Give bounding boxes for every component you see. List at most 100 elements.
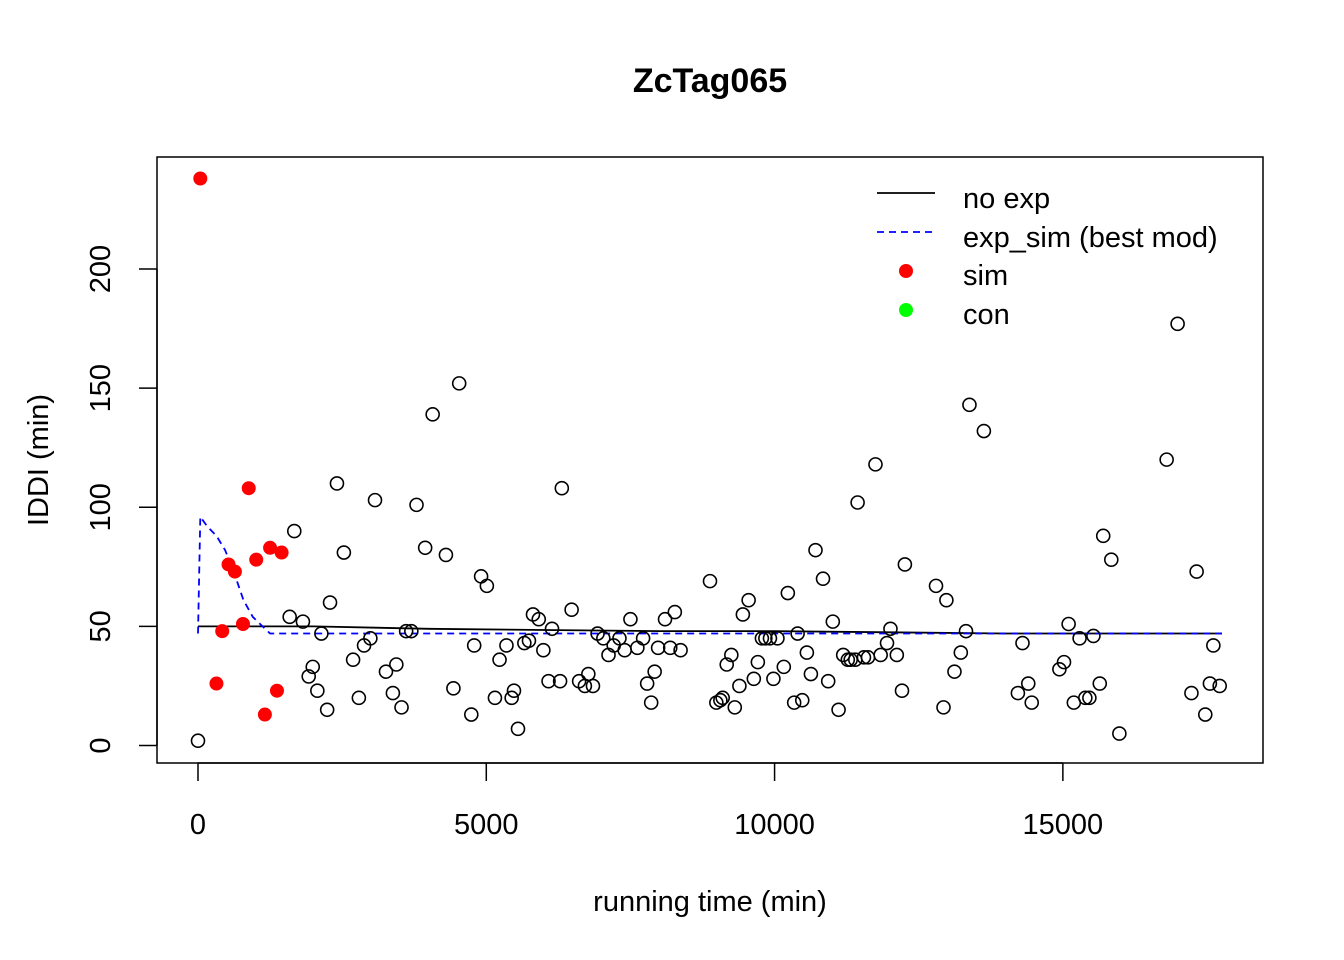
x-tick-label: 10000: [734, 809, 815, 841]
data-point: [762, 630, 778, 646]
data-point: [536, 642, 551, 658]
data-point: [780, 585, 796, 601]
data-point: [928, 578, 944, 594]
data-point: [786, 695, 802, 710]
legend-label-sim: sim: [963, 260, 1008, 292]
data-point: [1184, 685, 1199, 701]
y-tick-label: 50: [85, 610, 117, 642]
x-tick-label: 15000: [1023, 809, 1104, 841]
data-point: [662, 640, 678, 656]
data-point: [363, 630, 378, 646]
data-point: [1052, 661, 1067, 677]
sim-point: [227, 564, 242, 579]
data-point: [1020, 676, 1036, 691]
data-point: [554, 480, 570, 496]
data-point: [541, 673, 556, 689]
data-point: [367, 492, 383, 508]
data-point: [1095, 528, 1111, 544]
data-point: [1061, 616, 1076, 632]
data-point: [808, 542, 823, 558]
data-point: [673, 642, 688, 658]
data-point: [345, 652, 361, 668]
data-point: [897, 557, 913, 572]
data-point: [492, 652, 507, 668]
data-point: [282, 609, 297, 625]
data-point: [1010, 685, 1026, 701]
data-point: [868, 457, 883, 472]
data-point: [766, 671, 781, 687]
x-axis-label: running time (min): [593, 886, 827, 918]
data-point: [596, 630, 611, 646]
data-point: [850, 495, 865, 510]
data-point: [754, 630, 770, 646]
data-point: [770, 630, 785, 646]
data-point: [879, 635, 895, 651]
data-point: [953, 645, 969, 660]
legend: no exp exp_sim (best mod) sim con: [877, 183, 1218, 331]
series-lines: [197, 514, 1222, 635]
y-axis-label: IDDI (min): [23, 394, 55, 526]
data-point: [650, 640, 666, 656]
data-point: [623, 611, 638, 627]
data-point: [889, 647, 905, 663]
data-point: [499, 638, 514, 653]
data-point: [1197, 707, 1213, 722]
data-point: [1024, 695, 1040, 710]
sim-point: [257, 707, 272, 722]
data-point: [409, 497, 424, 513]
data-point: [329, 476, 345, 491]
data-point: [581, 666, 596, 682]
data-point: [894, 683, 910, 699]
data-point: [825, 614, 841, 629]
data-point: [1078, 690, 1093, 706]
data-point: [305, 659, 321, 675]
data-point: [647, 664, 662, 679]
legend-label-con: con: [963, 299, 1010, 331]
data-point: [404, 623, 419, 639]
data-point: [466, 638, 482, 653]
data-point: [378, 664, 394, 679]
data-point: [976, 423, 992, 439]
data-point: [702, 573, 718, 589]
line-exp-sim-best-mod: [197, 514, 1222, 635]
data-point: [504, 690, 519, 706]
data-point: [1056, 654, 1072, 670]
data-point: [617, 642, 632, 658]
data-point: [1015, 635, 1030, 651]
data-point: [1202, 676, 1218, 691]
data-point: [713, 692, 728, 708]
data-point: [815, 571, 831, 587]
data-point: [479, 578, 495, 594]
data-point: [286, 523, 302, 539]
data-point: [531, 611, 547, 627]
y-tick-label: 100: [85, 483, 117, 531]
legend-key-con: [899, 303, 913, 317]
data-point: [544, 621, 560, 637]
data-point: [856, 650, 872, 665]
data-point: [776, 659, 792, 675]
data-point: [322, 595, 338, 610]
data-point: [612, 630, 627, 646]
data-point: [835, 647, 851, 663]
data-point: [506, 683, 522, 699]
sim-point: [215, 624, 230, 639]
data-point: [585, 678, 601, 694]
sim-point: [235, 617, 250, 631]
sim-point: [241, 481, 256, 496]
data-point: [394, 700, 409, 715]
data-point: [1092, 676, 1108, 691]
x-tick-label: 0: [190, 809, 206, 841]
data-point: [667, 604, 683, 620]
data-point: [1206, 638, 1221, 653]
data-point: [639, 676, 655, 691]
data-point: [446, 681, 461, 696]
data-point: [958, 623, 974, 639]
data-point: [758, 630, 773, 646]
y-tick-label: 0: [85, 737, 117, 753]
data-point: [301, 669, 317, 684]
data-point: [1072, 630, 1087, 646]
data-point: [314, 626, 329, 641]
data-point: [487, 690, 503, 706]
data-point: [319, 702, 335, 718]
data-point: [438, 547, 454, 563]
